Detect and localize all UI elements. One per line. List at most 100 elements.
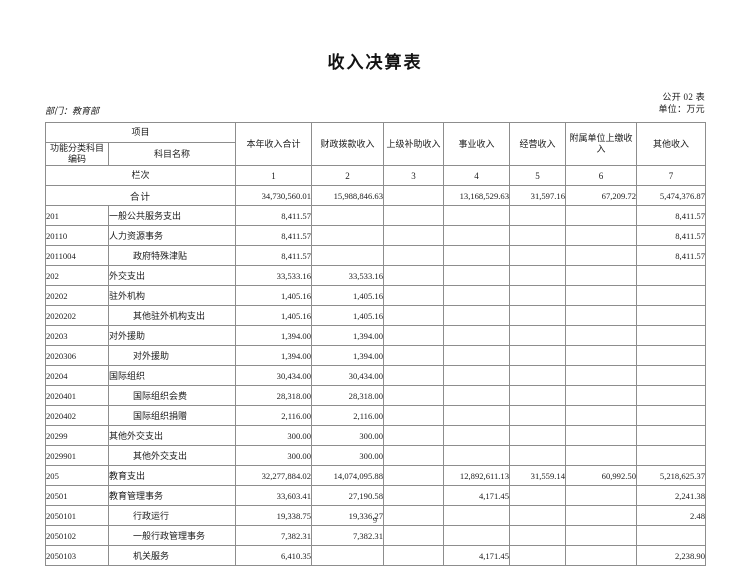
row-function-code: 20202: [45, 285, 109, 306]
row-subject-name: 驻外机构: [107, 285, 237, 306]
row-function-code: 205: [45, 465, 109, 486]
row-value-5: [509, 385, 567, 406]
row-function-code: 2020202: [45, 305, 109, 326]
page-title: 收入决算表: [327, 53, 423, 72]
row-subject-name: 国际组织会费: [107, 385, 237, 406]
row-value-5: [509, 245, 567, 266]
row-value-2: 27,190.58: [311, 485, 385, 506]
row-value-3: [383, 485, 445, 506]
row-value-4: [443, 245, 511, 266]
row-value-7: [636, 305, 707, 326]
row-value-6: [565, 265, 638, 286]
header-col-6: 附属单位上缴收入: [565, 122, 638, 166]
total-value-3: [383, 185, 445, 206]
row-subject-name: 对外援助: [107, 345, 237, 366]
row-function-code: 201: [45, 205, 109, 226]
row-value-5: [509, 205, 567, 226]
table-row-total: 合计 34,730,560.01 15,988,846.63 13,168,52…: [44, 185, 707, 206]
table-row: 2020401 国际组织会费 28,318.00 28,318.00: [45, 385, 707, 406]
row-subject-name: 教育管理事务: [107, 485, 237, 506]
row-value-7: [636, 425, 707, 446]
header-function-code: 功能分类科目编码: [45, 142, 109, 166]
row-value-2: 300.00: [311, 445, 385, 466]
row-subject-name: 一般行政管理事务: [107, 525, 237, 546]
row-value-3: [383, 545, 445, 566]
total-row-label: 合计: [44, 185, 237, 206]
total-value-5: 31,597.16: [509, 185, 567, 206]
row-function-code: 20204: [45, 365, 109, 386]
colnum-3: 3: [383, 165, 445, 186]
header-col-3: 上级补助收入: [383, 122, 445, 166]
header-subject-name: 科目名称: [107, 142, 237, 166]
colnum-2: 2: [311, 165, 385, 186]
row-value-6: [565, 425, 638, 446]
row-value-7: [636, 345, 707, 366]
header-project-group: 项目: [44, 122, 237, 143]
row-value-1: 8,411.57: [235, 205, 313, 226]
row-value-3: [383, 305, 445, 326]
row-value-4: [443, 285, 511, 306]
table-row: 201 一般公共服务支出 8,411.57 8,411.57: [45, 205, 707, 226]
row-function-code: 20299: [45, 425, 109, 446]
row-value-2: 7,382.31: [311, 525, 385, 546]
row-value-3: [383, 385, 445, 406]
row-value-3: [383, 345, 445, 366]
row-value-7: [636, 385, 707, 406]
header-row-colnumbers: 栏次 1 2 3 4 5 6 7: [44, 165, 707, 186]
row-value-1: 300.00: [235, 445, 313, 466]
row-value-2: 1,394.00: [311, 345, 385, 366]
row-function-code: 2020402: [45, 405, 109, 426]
form-number: 公开 02 表: [662, 92, 705, 102]
row-function-code: 2050102: [45, 525, 109, 546]
row-subject-name: 一般公共服务支出: [107, 205, 237, 226]
row-value-6: [565, 365, 638, 386]
row-value-2: 2,116.00: [311, 405, 385, 426]
header-col-5: 经营收入: [509, 122, 567, 166]
row-value-4: 4,171.45: [443, 485, 511, 506]
row-value-2: 30,434.00: [311, 365, 385, 386]
row-value-4: [443, 265, 511, 286]
row-value-1: 1,394.00: [235, 325, 313, 346]
department-label: 部门：教育部: [45, 106, 100, 116]
row-subject-name: 教育支出: [107, 465, 237, 486]
row-value-6: 60,992.50: [565, 465, 638, 486]
row-value-2: 1,394.00: [311, 325, 385, 346]
row-value-5: [509, 425, 567, 446]
row-value-7: [636, 265, 707, 286]
header-col-1: 本年收入合计: [235, 122, 313, 166]
colnum-4: 4: [443, 165, 511, 186]
row-subject-name: 国际组织: [107, 365, 237, 386]
row-value-2: 14,074,095.88: [311, 465, 385, 486]
row-value-6: [565, 485, 638, 506]
row-value-4: [443, 445, 511, 466]
row-function-code: 2029901: [45, 445, 109, 466]
row-value-7: [636, 405, 707, 426]
row-value-5: [509, 405, 567, 426]
colnum-5: 5: [509, 165, 567, 186]
row-value-6: [565, 325, 638, 346]
header-col-4: 事业收入: [443, 122, 511, 166]
page-number: 9: [373, 516, 377, 525]
row-subject-name: 机关服务: [107, 545, 237, 566]
header-col-7: 其他收入: [636, 122, 707, 166]
row-value-5: [509, 525, 567, 546]
row-value-2: 33,533.16: [311, 265, 385, 286]
row-function-code: 20203: [45, 325, 109, 346]
row-value-1: 30,434.00: [235, 365, 313, 386]
table-row: 2050102 一般行政管理事务 7,382.31 7,382.31: [45, 525, 707, 546]
row-value-4: 4,171.45: [443, 545, 511, 566]
row-value-2: [311, 545, 385, 566]
row-value-3: [383, 245, 445, 266]
table-row: 2020202 其他驻外机构支出 1,405.16 1,405.16: [45, 305, 707, 326]
row-value-6: [565, 525, 638, 546]
row-value-6: [565, 205, 638, 226]
row-value-4: [443, 225, 511, 246]
total-value-2: 15,988,846.63: [311, 185, 385, 206]
row-value-7: [636, 285, 707, 306]
table-row: 2050103 机关服务 6,410.35 4,171.45 2,238.90: [45, 545, 707, 566]
table-row: 2029901 其他外交支出 300.00 300.00: [45, 445, 707, 466]
table-row: 205 教育支出 32,277,884.02 14,074,095.88 12,892,…: [45, 465, 707, 486]
total-value-7: 5,474,376.87: [636, 185, 707, 206]
colnum-1: 1: [235, 165, 313, 186]
row-function-code: 20110: [45, 225, 109, 246]
